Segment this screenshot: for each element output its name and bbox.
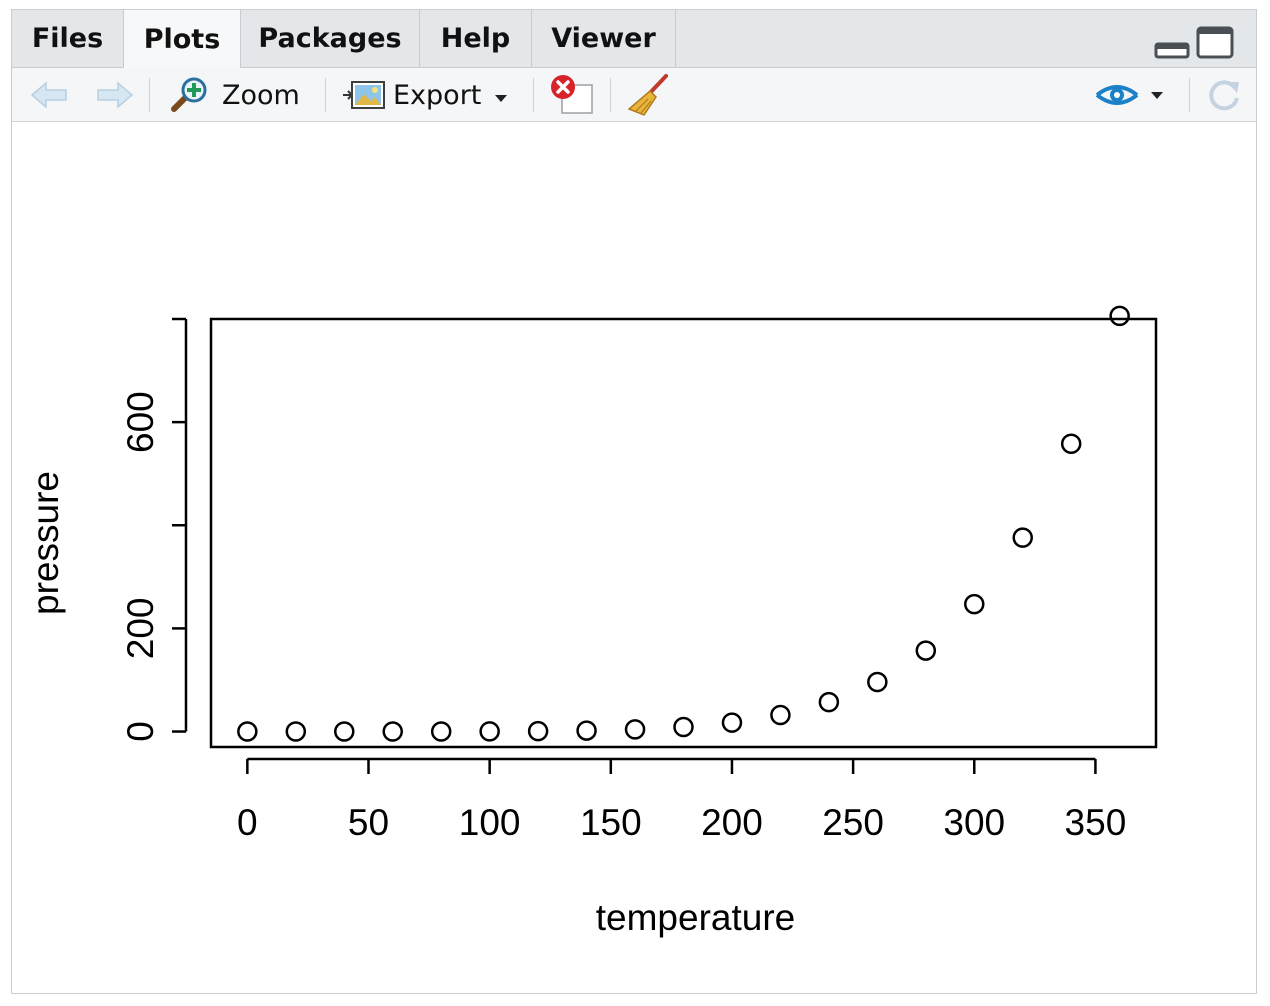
tab-plots[interactable]: Plots — [123, 10, 241, 68]
data-point — [867, 671, 888, 693]
scatter-chart: 0 50 100 150 200 250 300 350 0 200 600 temperature p… — [25, 305, 1158, 938]
zoom-label: Zoom — [222, 79, 300, 111]
export-icon — [343, 81, 385, 109]
dropdown-caret-icon — [1151, 92, 1163, 99]
toolbar-separator — [533, 78, 534, 112]
export-menu[interactable]: Export — [342, 68, 509, 122]
back-arrow-icon — [30, 81, 67, 109]
refresh-button[interactable] — [1205, 68, 1243, 122]
back-button[interactable] — [30, 68, 70, 122]
x-axis-title: temperature — [596, 897, 796, 938]
forward-arrow-icon — [97, 81, 134, 109]
y-axis-title: pressure — [25, 471, 66, 615]
plot-frame — [209, 317, 1158, 749]
y-tick-label: 600 — [120, 391, 161, 453]
x-tick-label: 150 — [580, 802, 642, 843]
publish-icon — [1095, 85, 1139, 105]
tab-bar: Files Plots Packages Help Viewer — [12, 10, 1256, 68]
data-point — [430, 721, 452, 742]
pressure-temperature-plot: 0 50 100 150 200 250 300 350 0 200 600 temperature p… — [25, 305, 1158, 938]
plots-toolbar: Zoom Export — [12, 68, 1256, 122]
data-point — [334, 721, 355, 742]
data-point — [964, 593, 985, 615]
remove-plot-icon — [551, 75, 593, 114]
data-point — [1060, 433, 1082, 455]
forward-button[interactable] — [94, 68, 134, 122]
data-point — [770, 704, 791, 726]
tab-packages[interactable]: Packages — [241, 10, 420, 67]
remove-plot-button[interactable] — [548, 68, 594, 122]
data-point — [624, 719, 646, 740]
toolbar-separator — [610, 78, 611, 112]
zoom-icon — [171, 77, 207, 112]
y-tick-label: 0 — [120, 721, 161, 742]
x-tick-label: 350 — [1065, 802, 1127, 843]
data-point — [818, 691, 840, 713]
data-point — [721, 712, 743, 733]
x-tick-label: 200 — [701, 802, 763, 843]
dropdown-caret-icon — [495, 95, 508, 102]
window-controls — [1152, 26, 1236, 60]
toolbar-separator — [325, 78, 326, 112]
data-point — [527, 720, 549, 742]
tab-help[interactable]: Help — [420, 10, 532, 67]
minimize-pane-icon[interactable] — [1154, 42, 1190, 59]
maximize-pane-icon[interactable] — [1196, 26, 1234, 59]
clear-all-icon — [627, 74, 668, 116]
data-point — [1012, 527, 1033, 548]
publish-menu[interactable] — [1095, 68, 1165, 122]
tab-viewer[interactable]: Viewer — [532, 10, 676, 67]
plots-pane: Files Plots Packages Help Viewer — [11, 9, 1257, 994]
data-point — [285, 721, 307, 742]
data-point — [576, 720, 597, 741]
toolbar-separator — [149, 78, 150, 112]
data-point — [673, 716, 694, 738]
toolbar-separator — [1189, 78, 1190, 112]
zoom-button[interactable]: Zoom — [170, 68, 300, 122]
refresh-icon — [1209, 80, 1239, 111]
y-tick-label: 200 — [120, 598, 161, 660]
data-point — [237, 721, 258, 742]
x-tick-label: 100 — [459, 802, 521, 843]
x-tick-label: 0 — [237, 802, 258, 843]
x-tick-label: 50 — [348, 802, 389, 843]
data-point — [915, 640, 937, 661]
clear-all-plots-button[interactable] — [626, 68, 670, 122]
x-tick-label: 250 — [822, 802, 884, 843]
data-point — [479, 721, 500, 742]
data-point — [382, 721, 403, 742]
tab-files[interactable]: Files — [12, 10, 124, 67]
data-point — [1109, 305, 1130, 327]
x-tick-label: 300 — [943, 802, 1005, 843]
export-label: Export — [393, 79, 482, 111]
